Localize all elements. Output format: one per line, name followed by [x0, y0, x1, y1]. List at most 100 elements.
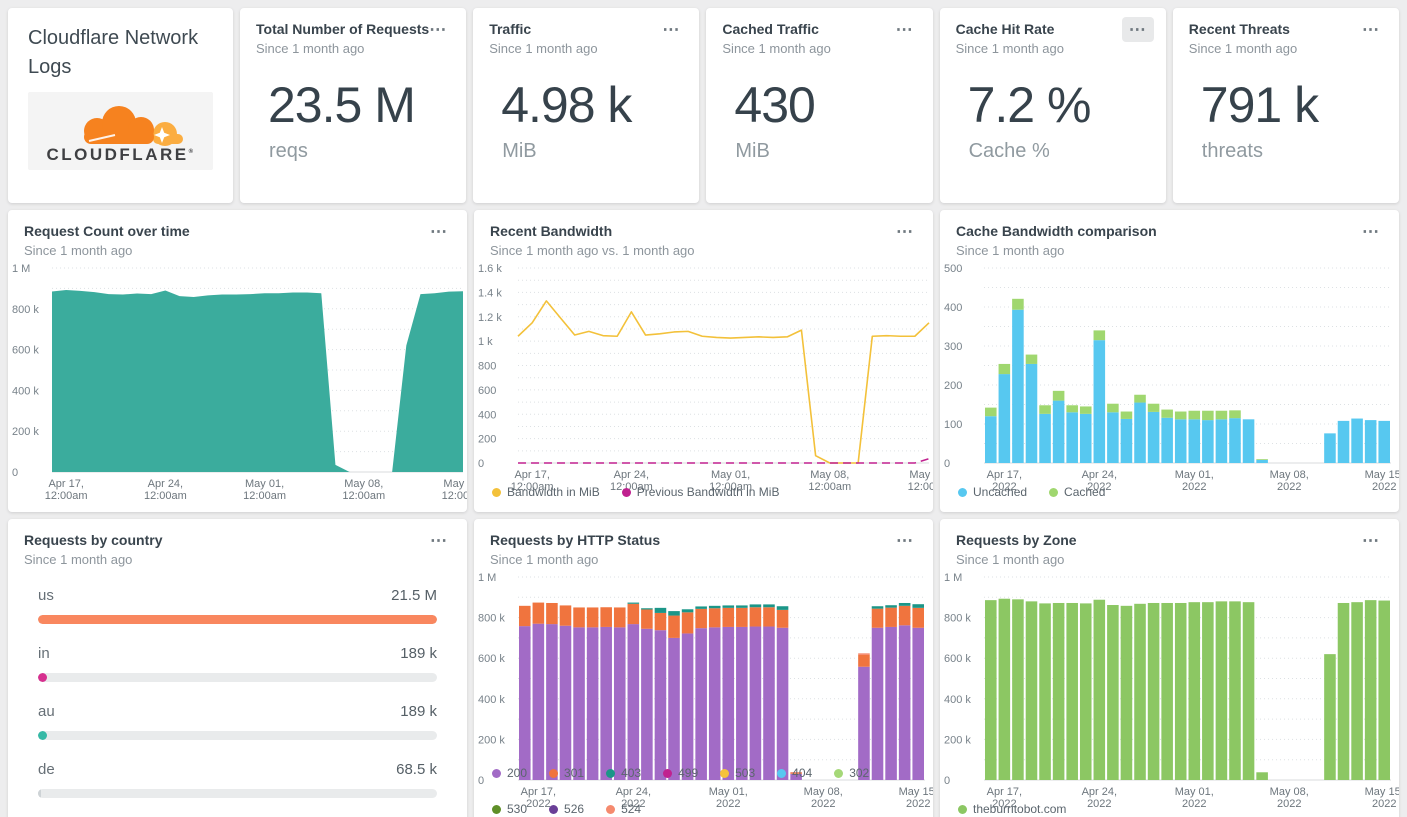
legend-dot-icon [549, 804, 559, 814]
legend-item[interactable]: Uncached [958, 485, 1027, 499]
more-options-icon[interactable]: ⋯ [889, 219, 921, 244]
kpi-unit: Cache % [968, 140, 1050, 162]
legend-label: 404 [792, 766, 813, 780]
panel-subtitle: Since 1 month ago [24, 243, 133, 258]
chart-row-2: Requests by country Since 1 month ago ⋯ … [8, 519, 1399, 817]
more-options-icon[interactable]: ⋯ [422, 17, 454, 42]
svg-text:May 01,12:00am: May 01, 12:00am [709, 469, 752, 493]
legend-label: 403 [621, 766, 642, 780]
panel-subtitle: Since 1 month ago [722, 41, 831, 56]
legend-dot-icon [492, 768, 501, 778]
svg-text:1 k: 1 k [478, 336, 493, 348]
svg-text:Apr 17,2022: Apr 17, 2022 [521, 786, 556, 810]
svg-text:May 08,2022: May 08, 2022 [1270, 786, 1309, 810]
kpi-card-cache-hit-rate: Cache Hit Rate Since 1 month ago ⋯ 7.2 %… [939, 8, 1166, 203]
country-value: 189 k [400, 703, 437, 720]
svg-text:Apr 24,12:00am: Apr 24, 12:00am [144, 478, 187, 502]
svg-text:0: 0 [944, 775, 950, 787]
legend-item[interactable]: 499 [663, 766, 698, 780]
svg-text:Apr 17,12:00am: Apr 17, 12:00am [45, 478, 88, 502]
panel-title: Request Count over time [24, 223, 190, 239]
legend-item[interactable]: 526 [549, 802, 584, 816]
country-bar-track [38, 615, 437, 624]
country-row[interactable]: au 189 k [38, 703, 437, 740]
legend-item[interactable]: theburritobot.com [958, 802, 1066, 816]
panel-subtitle: Since 1 month ago [24, 552, 133, 567]
country-row[interactable]: de 68.5 k [38, 761, 437, 798]
more-options-icon[interactable]: ⋯ [1355, 17, 1387, 42]
panel-subtitle: Since 1 month ago [489, 41, 598, 56]
country-row-header: de 68.5 k [38, 761, 437, 778]
svg-text:Apr 24,2022: Apr 24, 2022 [616, 786, 651, 810]
country-row[interactable]: in 189 k [38, 645, 437, 682]
panel-title: Cached Traffic [722, 21, 819, 37]
zone-bar-chart[interactable]: 1 M 800 k 600 k 400 k 200 k 0 Apr 17, 2022 Apr 2… [940, 567, 1399, 810]
panel-request-count: Request Count over time Since 1 month ag… [8, 210, 467, 512]
legend-item[interactable]: Previous Bandwidth in MiB [621, 485, 780, 499]
svg-text:Apr 24,2022: Apr 24, 2022 [1082, 469, 1117, 493]
legend-item[interactable]: 503 [720, 766, 755, 780]
legend-label: Uncached [973, 485, 1028, 499]
legend-dot-icon [1049, 487, 1059, 497]
panel-header: Cache Hit Rate Since 1 month ago ⋯ [940, 8, 1166, 56]
country-value: 68.5 k [396, 761, 437, 778]
more-options-icon[interactable]: ⋯ [889, 528, 921, 553]
country-bar-track [38, 673, 437, 682]
country-bar-fill [38, 731, 47, 740]
more-options-icon[interactable]: ⋯ [423, 219, 455, 244]
legend-item[interactable]: 200 [492, 766, 527, 780]
svg-text:May 08,2022: May 08, 2022 [1270, 469, 1309, 493]
cache-bandwidth-bar-chart[interactable]: 500 400 300 200 100 0 Apr 17, 2022 Apr 24, 2022 Ma… [940, 258, 1399, 493]
legend-dot-icon [606, 804, 616, 814]
svg-text:May 08,12:00am: May 08, 12:00am [342, 478, 385, 502]
more-options-icon[interactable]: ⋯ [1121, 17, 1154, 42]
request-count-area-chart[interactable]: 1 M 800 k 600 k 400 k 200 k 0 Apr 17, 12:00am Ap… [8, 258, 467, 504]
legend-label: Previous Bandwidth in MiB [636, 485, 780, 499]
legend-dot-icon [492, 487, 501, 497]
panel-header: Cache Bandwidth comparison Since 1 month… [940, 210, 1399, 258]
svg-text:May 01,12:00am: May 01, 12:00am [243, 478, 286, 502]
cache-bandwidth-legend: Uncached Cached [940, 481, 1399, 512]
legend-item[interactable]: 403 [606, 766, 641, 780]
country-row-header: us 21.5 M [38, 587, 437, 604]
country-label: in [38, 645, 50, 662]
country-row[interactable]: us 21.5 M [38, 587, 437, 624]
panel-title: Cache Bandwidth comparison [956, 223, 1157, 239]
svg-text:600: 600 [478, 385, 496, 397]
svg-text:May 15,2022: May 15,2022 [1365, 786, 1399, 810]
legend-item[interactable]: Bandwidth in MiB [492, 485, 600, 499]
svg-text:600 k: 600 k [12, 345, 39, 357]
svg-text:Apr 17,12:00am: Apr 17, 12:00am [511, 469, 554, 493]
more-options-icon[interactable]: ⋯ [1355, 528, 1387, 553]
more-options-icon[interactable]: ⋯ [423, 528, 455, 553]
more-options-icon[interactable]: ⋯ [655, 17, 687, 42]
panel-header: Recent Threats Since 1 month ago ⋯ [1173, 8, 1399, 56]
svg-text:400: 400 [478, 409, 496, 421]
legend-item[interactable]: 530 [492, 802, 527, 816]
chart-row-1: Request Count over time Since 1 month ag… [8, 210, 1399, 512]
panel-recent-bandwidth: Recent Bandwidth Since 1 month ago vs. 1… [474, 210, 933, 512]
more-options-icon[interactable]: ⋯ [889, 17, 921, 42]
http-status-bar-chart[interactable]: 1 M 800 k 600 k 400 k 200 k 0 Apr 17, 2022 Apr 2… [474, 567, 933, 810]
kpi-card-recent-threats: Recent Threats Since 1 month ago ⋯ 791 k… [1172, 8, 1399, 203]
legend-item[interactable]: 524 [606, 802, 641, 816]
panel-requests-by-zone: Requests by Zone Since 1 month ago ⋯ 1 M… [940, 519, 1399, 817]
legend-item[interactable]: Cached [1049, 485, 1105, 499]
panel-title: Requests by Zone [956, 532, 1077, 548]
legend-item[interactable]: 404 [777, 766, 812, 780]
legend-item[interactable]: 301 [549, 766, 584, 780]
bandwidth-legend: Bandwidth in MiB Previous Bandwidth in Mi… [474, 481, 933, 512]
country-label: au [38, 703, 55, 720]
legend-label: Cached [1064, 485, 1106, 499]
svg-text:400 k: 400 k [944, 694, 971, 706]
cloudflare-logo: CLOUDFLARE® [28, 92, 213, 170]
panel-title: Requests by country [24, 532, 163, 548]
legend-item[interactable]: 302 [834, 766, 869, 780]
country-bar-track [38, 789, 437, 798]
bandwidth-line-chart[interactable]: 1.6 k 1.4 k 1.2 k 1 k 800 600 400 200 0 Apr 17, 12… [474, 258, 933, 493]
panel-header: Request Count over time Since 1 month ag… [8, 210, 467, 258]
country-value: 189 k [400, 645, 437, 662]
more-options-icon[interactable]: ⋯ [1355, 219, 1387, 244]
legend-dot-icon [492, 804, 501, 814]
